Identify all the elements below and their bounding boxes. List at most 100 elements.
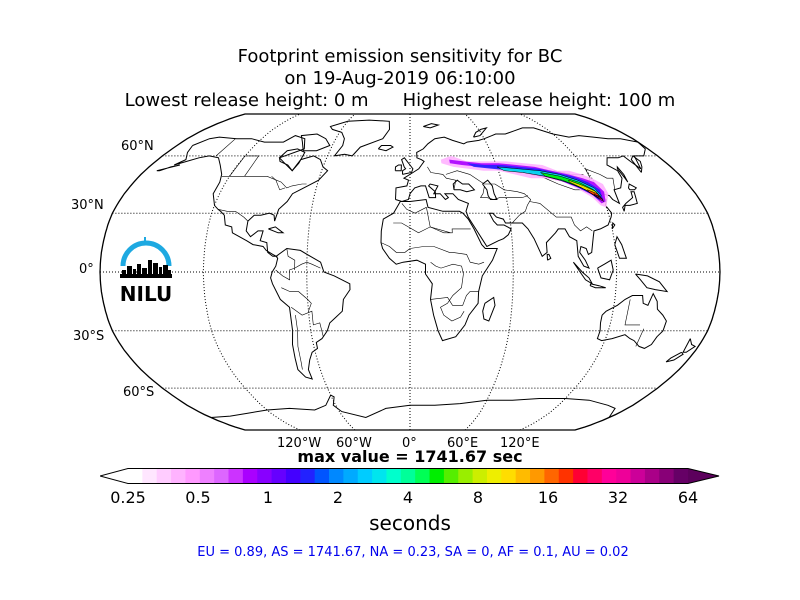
country-border [479,185,529,200]
colorbar-cell [357,468,373,484]
title-line-2: on 19-Aug-2019 06:10:00 [284,68,516,89]
colorbar-cell [544,468,560,484]
country-border [221,176,307,189]
madagascar-coast [482,296,496,322]
country-border [401,203,427,214]
antarctica-coast [210,394,616,419]
country-border [215,138,236,157]
colorbar-cell [530,468,546,484]
colorbar-cell [573,468,589,484]
footprint-contour [586,189,604,200]
colorbar-cell [486,468,502,484]
country-border [426,207,451,234]
colorbar-tick-label: 8 [472,488,484,507]
colorbar-cell [415,468,431,484]
sri-lanka-coast [546,253,552,261]
colorbar-cell [343,468,359,484]
borneo-coast [597,259,614,281]
colorbar-cell [285,468,301,484]
cuba-coast [268,226,285,234]
country-border [445,170,532,224]
philippines-coast [614,235,628,259]
footprint-band-0 [440,155,609,208]
colorbar-tick-label: 64 [677,488,699,507]
colorbar-cell [558,468,574,484]
colorbar-cell [242,468,258,484]
colorbar-cell [228,468,244,484]
colorbar-cell [644,468,660,484]
colorbar-cell [601,468,617,484]
footprint-contour [567,179,602,199]
taiwan-coast [611,221,616,230]
country-border [229,155,260,177]
colorbar-tick-label: 0.5 [185,488,211,507]
colorbar-tick-label: 2 [332,488,344,507]
colorbar-cell [386,468,402,484]
meridian-line [202,114,301,430]
colorbar-cell [501,468,517,484]
colorbar-tick-label: 32 [607,488,629,507]
meridian-line [306,114,356,430]
south-america-coast [270,247,351,380]
sakhalin-coast [616,165,629,183]
colorbar-cell [171,468,187,484]
colorbar-cell [156,468,172,484]
alaska-islands-coast [156,164,181,172]
lon-label-60e: 60°E [447,436,479,451]
country-border [393,222,471,234]
footprint-band-3 [497,166,602,198]
colorbar-over-extension [688,468,719,484]
country-border [427,166,457,190]
country-border [291,307,324,337]
lon-label-0: 0° [402,436,417,451]
uk-coast [400,157,414,175]
lon-label-60w: 60°W [336,436,372,451]
title-line-1: Footprint emission sensitivity for BC [237,46,563,67]
ireland-coast [394,164,402,172]
colorbar-cell [429,468,445,484]
lat-label-equator: 0° [79,262,94,277]
nilu-logo: NILU [118,234,174,306]
lat-label-60s: 60°S [123,385,155,400]
release-heights: Lowest release height: 0 m Highest releas… [0,90,800,112]
colorbar-cell [257,468,273,484]
colorbar-cell [458,468,474,484]
colorbar-cell [329,468,344,484]
colorbar-unit-label: seconds [369,511,451,535]
lat-label-30n: 30°N [71,198,104,213]
colorbar-cell [616,468,632,484]
colorbar-cell [472,468,488,484]
colorbar-tick-label: 4 [402,488,414,507]
map-title: Footprint emission sensitivity for BC on… [0,46,800,112]
nilu-logo-icon [120,237,172,278]
colorbar-cell [214,468,230,484]
hokkaido-coast [627,183,638,191]
australia-coast [596,292,667,349]
new-guinea-coast [635,273,669,293]
highest-release-height: Highest release height: 100 m [402,90,676,111]
lon-label-120w: 120°W [277,436,322,451]
colorbar-cell [400,468,416,484]
country-border [295,315,303,370]
colorbar-cell [630,468,646,484]
colorbar-tick-label: 1 [262,488,274,507]
colorbar-tick-label: 16 [537,488,559,507]
colorbar [100,468,720,484]
greenland-coast [329,119,391,157]
africa-coast [380,198,498,342]
java-coast [589,283,606,289]
lat-label-30s: 30°S [73,329,105,344]
country-border [217,209,249,222]
country-border [271,176,286,191]
new-zealand-coast [682,338,697,353]
colorbar-cell [142,468,158,484]
country-border [635,328,645,347]
footprint-band-4 [540,172,600,196]
country-border [380,242,411,253]
country-border [529,201,593,232]
colorbar-cell [587,468,603,484]
nilu-logo-text: NILU [119,282,173,306]
coastlines [156,119,697,419]
colorbar-cell [443,468,459,484]
colorbar-cell [515,468,531,484]
